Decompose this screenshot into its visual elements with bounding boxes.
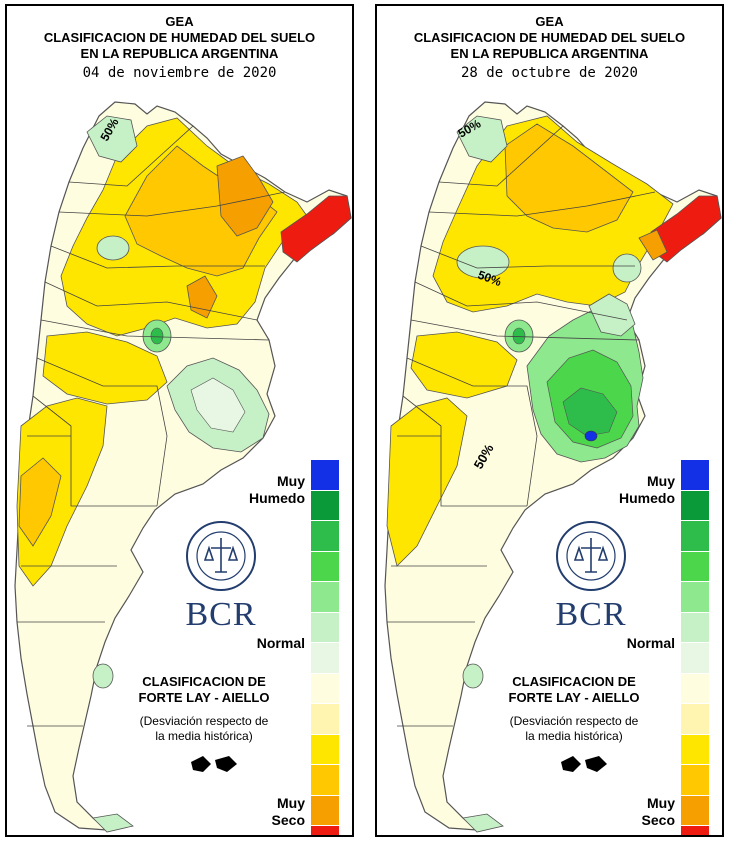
legend-swatch <box>311 582 339 613</box>
bcr-seal-logo <box>556 521 626 591</box>
humid-zone-pampa-core <box>562 387 618 437</box>
legend-label-line: Humedo <box>249 490 305 506</box>
soil-moisture-map-right: 50% 50% 50% <box>384 101 722 833</box>
legend-label-line: Muy <box>647 795 675 811</box>
dry-zone-west-core <box>18 457 62 547</box>
legend-label-line: Muy <box>277 473 305 489</box>
legend-swatch <box>311 826 339 835</box>
legend-label-very-wet: Muy Humedo <box>595 473 675 507</box>
legend-swatch <box>311 734 339 765</box>
map-date: 28 de octubre de 2020 <box>460 65 638 81</box>
humid-spot-chaco <box>96 235 130 261</box>
description-line: (Desviación respecto de <box>509 714 639 728</box>
dry-zone-north-core <box>504 123 634 233</box>
humid-spot-cordoba-core <box>150 327 164 345</box>
tierra-del-fuego <box>462 813 504 833</box>
classification-line: CLASIFICACION DE <box>512 674 636 689</box>
bcr-seal-logo <box>186 521 256 591</box>
humid-zone-litoral <box>588 293 636 337</box>
malvinas-islands <box>561 756 607 772</box>
classification-title: CLASIFICACION DE FORTE LAY - AIELLO <box>115 674 293 706</box>
legend-swatch <box>311 460 339 491</box>
humid-zone-pampa-core <box>190 377 246 433</box>
map-panel-right: 50% 50% 50% GEA CLASIFICACION DE HUMEDAD… <box>375 4 724 837</box>
legend-label-very-dry: Muy Seco <box>595 795 675 829</box>
title-line-3: EN LA REPUBLICA ARGENTINA <box>80 46 279 61</box>
legend-swatch <box>311 704 339 735</box>
map-date: 04 de noviembre de 2020 <box>82 65 277 81</box>
legend-label-normal: Normal <box>626 635 675 651</box>
humid-spot-corrientes <box>612 253 642 283</box>
legend-swatch <box>681 765 709 796</box>
very-dry-zone <box>650 195 722 263</box>
legend-swatch <box>311 521 339 552</box>
title-line-2: CLASIFICACION DE HUMEDAD DEL SUELO <box>413 30 686 45</box>
title-line-2: CLASIFICACION DE HUMEDAD DEL SUELO <box>43 30 316 45</box>
legend-swatch <box>311 673 339 704</box>
legend-label-line: Humedo <box>619 490 675 506</box>
legend-swatch <box>311 795 339 826</box>
legend-swatch <box>681 551 709 582</box>
title-line-3: EN LA REPUBLICA ARGENTINA <box>450 46 649 61</box>
legend-swatch <box>311 765 339 796</box>
legend-label-very-wet: Muy Humedo <box>225 473 305 507</box>
humid-spot-patagonia <box>92 663 114 689</box>
legend-swatch <box>681 734 709 765</box>
legend-swatch <box>681 521 709 552</box>
legend-swatch <box>311 643 339 674</box>
legend-swatch <box>681 612 709 643</box>
legend-swatch <box>681 673 709 704</box>
legend-label-line: Muy <box>277 795 305 811</box>
legend-label-line: Seco <box>271 812 305 828</box>
classification-description: (Desviación respecto de la media históri… <box>485 714 663 744</box>
tierra-del-fuego <box>92 813 134 833</box>
legend-swatch <box>681 582 709 613</box>
legend-color-scale <box>681 460 709 835</box>
soil-moisture-map-left: 50% <box>14 101 352 833</box>
dry-zone-orange <box>216 155 274 237</box>
classification-title: CLASIFICACION DE FORTE LAY - AIELLO <box>485 674 663 706</box>
classification-description: (Desviación respecto de la media históri… <box>115 714 293 744</box>
classification-line: FORTE LAY - AIELLO <box>138 690 270 705</box>
legend-swatch <box>311 612 339 643</box>
bcr-logo-text: BCR <box>555 596 627 633</box>
legend-swatch <box>681 643 709 674</box>
legend-label-line: Seco <box>641 812 675 828</box>
title-line-1: GEA <box>165 14 194 29</box>
legend-label-very-dry: Muy Seco <box>225 795 305 829</box>
very-wet-spot <box>584 430 598 442</box>
humid-zone-north <box>456 115 508 163</box>
humid-spot-chaco <box>456 245 510 279</box>
map-panel-left: 50% GEA CLASIFICACION DE HUMEDAD DEL SUE… <box>5 4 354 837</box>
dry-zone-north-core <box>124 145 278 277</box>
humid-spot-cordoba-core <box>512 327 526 345</box>
legend-label-line: Muy <box>647 473 675 489</box>
description-line: la media histórica) <box>525 729 623 743</box>
province-borders <box>387 125 656 727</box>
description-line: (Desviación respecto de <box>139 714 269 728</box>
legend-swatch <box>681 490 709 521</box>
legend-swatch <box>681 826 709 835</box>
legend-swatch <box>681 704 709 735</box>
legend-color-scale <box>311 460 339 835</box>
dry-zone-west <box>386 397 468 567</box>
humid-zone-north <box>86 115 138 163</box>
legend-swatch <box>681 460 709 491</box>
legend-swatch <box>681 795 709 826</box>
description-line: la media histórica) <box>155 729 253 743</box>
legend-swatch <box>311 490 339 521</box>
province-borders <box>17 125 286 727</box>
legend-swatch <box>311 551 339 582</box>
humid-spot-patagonia <box>462 663 484 689</box>
very-dry-zone <box>280 195 352 263</box>
malvinas-islands <box>191 756 237 772</box>
classification-line: CLASIFICACION DE <box>142 674 266 689</box>
dry-zone-orange <box>638 229 668 261</box>
bcr-logo-text: BCR <box>185 596 257 633</box>
legend-label-normal: Normal <box>256 635 305 651</box>
classification-line: FORTE LAY - AIELLO <box>508 690 640 705</box>
title-line-1: GEA <box>535 14 564 29</box>
